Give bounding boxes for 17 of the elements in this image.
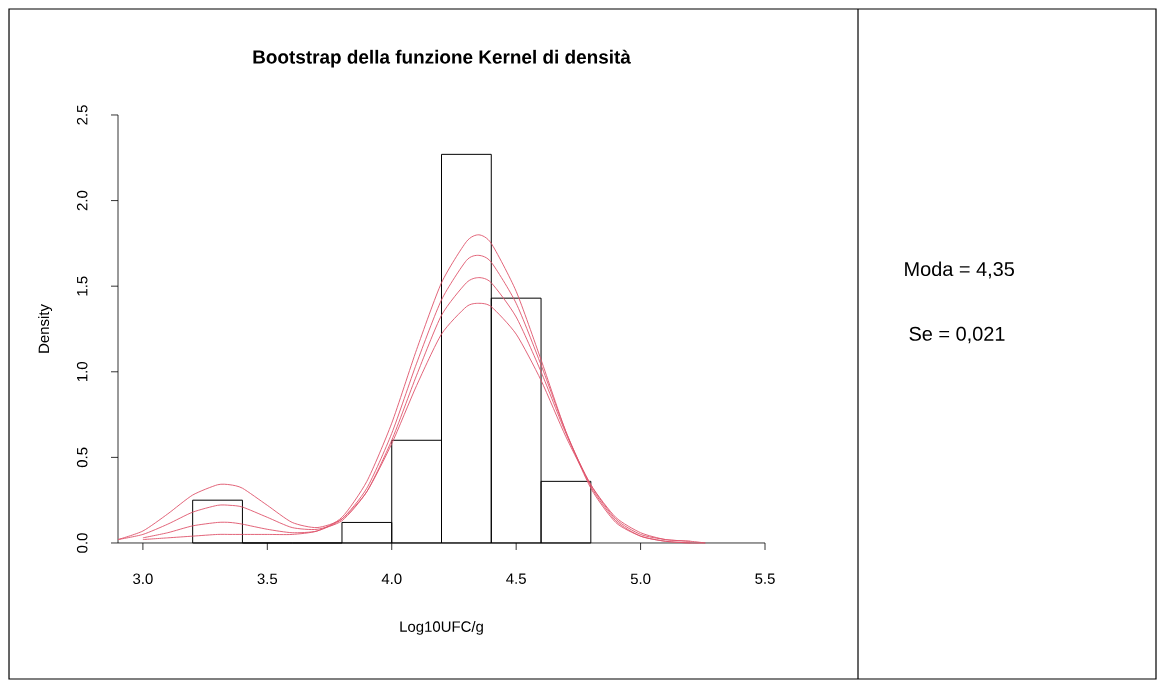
x-axis-title: Log10UFC/g — [400, 620, 483, 635]
y-axis-title: Density — [38, 304, 53, 353]
x-tick-label: 5.5 — [755, 573, 775, 584]
y-tick-label: 2.0 — [76, 190, 88, 211]
x-tick-label: 4.5 — [506, 573, 526, 584]
x-tick-label: 3.0 — [133, 573, 153, 585]
x-tick-label: 5.0 — [630, 573, 651, 585]
y-tick-label: 1.5 — [77, 276, 88, 296]
x-tick-label: 3.5 — [257, 573, 278, 585]
y-tick-label: 1.0 — [76, 361, 88, 382]
x-tick-label: 4.0 — [381, 573, 402, 585]
y-tick-label: 0.5 — [76, 447, 88, 468]
text: Se = 0,021 — [909, 326, 1005, 344]
text: Moda = 4,35 — [905, 261, 1014, 279]
chart-title: Bootstrap della funzione Kernel di densità — [253, 49, 631, 68]
y-tick-label: 2.5 — [76, 105, 88, 125]
y-tick-label: 0.0 — [76, 533, 88, 553]
